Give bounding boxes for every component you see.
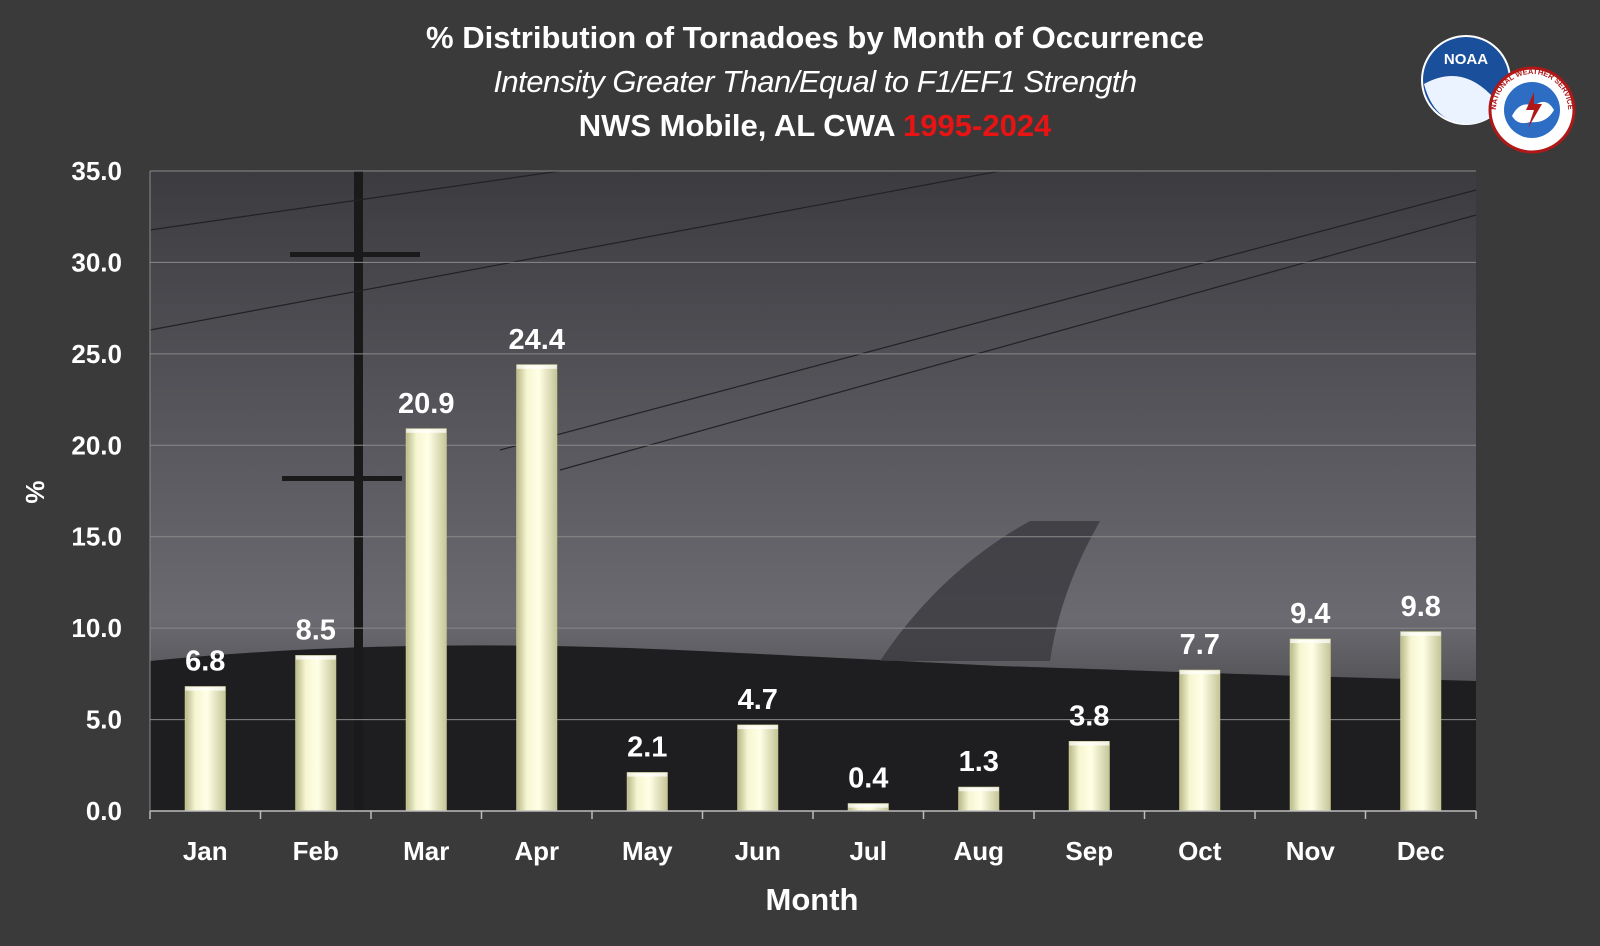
y-axis-title: % — [20, 480, 50, 503]
y-tick-label: 25.0 — [71, 339, 122, 369]
x-tick-label-sep: Sep — [1065, 836, 1113, 866]
noaa-logo-icon: NOAA — [1421, 35, 1511, 125]
chart-subtitle: Intensity Greater Than/Equal to F1/EF1 S… — [493, 64, 1137, 99]
x-tick-label-apr: Apr — [514, 836, 559, 866]
bar-highlight — [848, 803, 889, 808]
data-label-mar: 20.9 — [398, 388, 454, 420]
power-line — [149, 170, 561, 231]
bar-jan — [184, 686, 226, 812]
x-axis-title: Month — [766, 882, 859, 917]
bar-dec — [1400, 631, 1442, 812]
treeline-silhouette — [150, 645, 1476, 811]
utility-pole-crossarm — [290, 252, 420, 257]
bar-apr — [516, 364, 558, 812]
x-tick-label-oct: Oct — [1178, 836, 1222, 866]
x-tick-label-mar: Mar — [403, 836, 449, 866]
bars — [184, 364, 1442, 812]
data-label-dec: 9.8 — [1401, 591, 1441, 623]
y-tick-label: 30.0 — [71, 247, 122, 277]
bar-highlight — [1069, 741, 1110, 746]
noaa-nws-logos: NOAA NATIONAL WEATHER SERVICE — [1421, 35, 1576, 154]
bar-highlight — [737, 725, 778, 730]
subtitle-location-text: NWS Mobile, AL CWA — [578, 108, 895, 143]
power-line — [149, 170, 1001, 331]
data-label-jan: 6.8 — [185, 646, 225, 678]
noaa-logo-text: NOAA — [1444, 51, 1488, 68]
x-tick-label-nov: Nov — [1286, 836, 1336, 866]
bar-highlight — [1400, 631, 1441, 636]
y-tick-label: 35.0 — [71, 156, 122, 186]
x-tick-label-aug: Aug — [953, 836, 1004, 866]
data-labels: 6.8 8.5 20.9 24.4 2.1 4.7 0.4 1.3 3.8 7.7 9.4 9.8 — [185, 324, 1441, 795]
bar-oct — [1179, 669, 1221, 812]
data-label-may: 2.1 — [627, 732, 667, 764]
subtitle-years: 1995-2024 — [903, 108, 1052, 143]
bar-highlight — [406, 428, 447, 433]
bar-feb — [295, 655, 337, 812]
chart-subtitle-location: NWS Mobile, AL CWA 1995-2024 — [0, 108, 1600, 144]
x-axis: Jan Feb Mar Apr May Jun Jul Aug Sep Oct Nov Dec — [149, 810, 1477, 866]
x-tick-label-jun: Jun — [735, 836, 781, 866]
x-tick-label-may: May — [622, 836, 673, 866]
y-tick-label: 5.0 — [86, 705, 122, 735]
y-tick-label: 0.0 — [86, 796, 122, 826]
data-label-apr: 24.4 — [509, 324, 565, 356]
bar-highlight — [958, 787, 999, 792]
x-tick-label-dec: Dec — [1397, 836, 1445, 866]
utility-pole — [354, 171, 363, 811]
bar-highlight — [1179, 670, 1220, 675]
nws-logo-icon: NATIONAL WEATHER SERVICE — [1488, 66, 1576, 154]
plot-background — [149, 170, 1477, 811]
bar-highlight — [185, 686, 226, 691]
data-label-jul: 0.4 — [848, 763, 888, 795]
data-label-jun: 4.7 — [738, 684, 778, 716]
y-tick-label: 20.0 — [71, 430, 122, 460]
x-tick-label-feb: Feb — [293, 836, 339, 866]
bar-sep — [1068, 741, 1110, 812]
bar-highlight — [516, 364, 557, 369]
bar-highlight — [295, 655, 336, 660]
bar-highlight — [1290, 639, 1331, 644]
data-label-nov: 9.4 — [1290, 598, 1330, 630]
x-tick-label-jan: Jan — [183, 836, 228, 866]
power-line — [559, 214, 1477, 471]
data-label-aug: 1.3 — [959, 746, 999, 778]
bar-highlight — [627, 772, 668, 777]
data-label-sep: 3.8 — [1069, 701, 1109, 733]
data-label-feb: 8.5 — [296, 615, 336, 647]
utility-pole-crossarm — [282, 476, 402, 481]
bar-mar — [405, 428, 447, 812]
x-tick-label-jul: Jul — [849, 836, 887, 866]
y-tick-label: 15.0 — [71, 522, 122, 552]
funnel-cloud — [880, 521, 1100, 661]
y-tick-label: 10.0 — [71, 613, 122, 643]
y-axis: 0.0 5.0 10.0 15.0 20.0 25.0 30.0 35.0 — [71, 156, 151, 826]
bar-nov — [1289, 638, 1331, 812]
chart-title: % Distribution of Tornadoes by Month of … — [426, 20, 1204, 55]
power-line — [499, 189, 1477, 451]
data-label-oct: 7.7 — [1180, 629, 1220, 661]
bar-may — [626, 772, 668, 812]
bar-jun — [737, 724, 779, 812]
